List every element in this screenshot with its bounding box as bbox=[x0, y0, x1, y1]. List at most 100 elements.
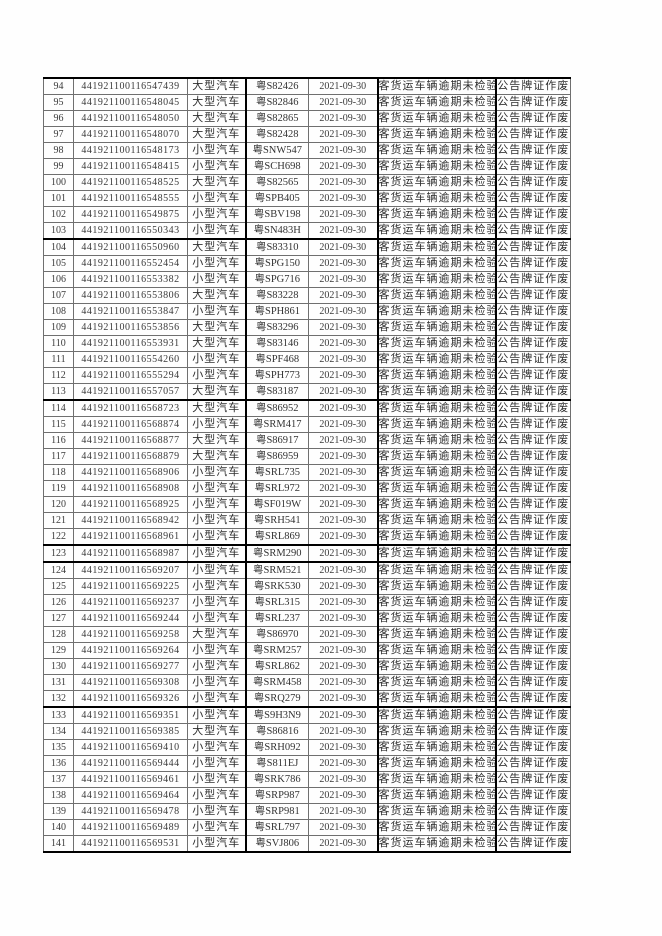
row-number-cell: 98 bbox=[43, 142, 74, 159]
record-id-cell: 441921100116553806 bbox=[73, 287, 188, 304]
violation-status-cell: 客货运车辆逾期未检验 bbox=[377, 723, 497, 740]
violation-status-cell: 客货运车辆逾期未检验 bbox=[377, 626, 497, 643]
table-row: 119 441921100116568908 小型汽车 粤SRL972 2021-09-… bbox=[43, 480, 571, 497]
violation-status-cell: 客货运车辆逾期未检验 bbox=[377, 238, 497, 256]
row-number-cell: 128 bbox=[43, 626, 74, 643]
row-number-cell: 116 bbox=[43, 432, 74, 449]
record-id-cell: 441921100116569264 bbox=[73, 642, 188, 659]
action-status-cell: 公告牌证作废 bbox=[495, 319, 571, 336]
violation-status-cell: 客货运车辆逾期未检验 bbox=[377, 190, 497, 207]
violation-status-cell: 客货运车辆逾期未检验 bbox=[377, 287, 497, 304]
vehicle-type-cell: 小型汽车 bbox=[187, 464, 247, 481]
table-row: 111 441921100116554260 小型汽车 粤SPF468 2021-09-… bbox=[43, 351, 571, 368]
violation-status-cell: 客货运车辆逾期未检验 bbox=[377, 594, 497, 611]
violation-status-cell: 客货运车辆逾期未检验 bbox=[377, 755, 497, 772]
plate-number-cell: 粤S86952 bbox=[245, 399, 309, 417]
violation-status-cell: 客货运车辆逾期未检验 bbox=[377, 610, 497, 627]
plate-number-cell: 粤SRM417 bbox=[245, 416, 309, 433]
record-id-cell: 441921100116568906 bbox=[73, 464, 188, 481]
date-cell: 2021-09-30 bbox=[308, 303, 379, 320]
action-status-cell: 公告牌证作废 bbox=[495, 222, 571, 240]
row-number-cell: 125 bbox=[43, 578, 74, 595]
violation-status-cell: 客货运车辆逾期未检验 bbox=[377, 544, 497, 563]
action-status-cell: 公告牌证作废 bbox=[495, 544, 571, 563]
action-status-cell: 公告牌证作废 bbox=[495, 706, 571, 724]
action-status-cell: 公告牌证作废 bbox=[495, 658, 571, 675]
action-status-cell: 公告牌证作废 bbox=[495, 578, 571, 595]
violation-status-cell: 客货运车辆逾期未检验 bbox=[377, 642, 497, 659]
vehicle-type-cell: 小型汽车 bbox=[187, 642, 247, 659]
plate-number-cell: 粤SPG716 bbox=[245, 271, 309, 288]
record-id-cell: 441921100116553856 bbox=[73, 319, 188, 336]
date-cell: 2021-09-30 bbox=[308, 610, 379, 627]
table-row: 132 441921100116569326 小型汽车 粤SRQ279 2021-09-… bbox=[43, 690, 571, 708]
record-id-cell: 441921100116555294 bbox=[73, 367, 188, 384]
vehicle-type-cell: 小型汽车 bbox=[187, 206, 247, 223]
record-id-cell: 441921100116548415 bbox=[73, 158, 188, 175]
date-cell: 2021-09-30 bbox=[308, 416, 379, 433]
violation-status-cell: 客货运车辆逾期未检验 bbox=[377, 819, 497, 836]
action-status-cell: 公告牌证作废 bbox=[495, 432, 571, 449]
date-cell: 2021-09-30 bbox=[308, 448, 379, 465]
record-id-cell: 441921100116548070 bbox=[73, 126, 188, 143]
plate-number-cell: 粤S86959 bbox=[245, 448, 309, 465]
table-row: 126 441921100116569237 小型汽车 粤SRL315 2021-09-… bbox=[43, 594, 571, 611]
date-cell: 2021-09-30 bbox=[308, 544, 379, 563]
violation-status-cell: 客货运车辆逾期未检验 bbox=[377, 512, 497, 529]
action-status-cell: 公告牌证作废 bbox=[495, 512, 571, 529]
date-cell: 2021-09-30 bbox=[308, 158, 379, 175]
vehicle-type-cell: 小型汽车 bbox=[187, 528, 247, 546]
date-cell: 2021-09-30 bbox=[308, 255, 379, 272]
action-status-cell: 公告牌证作废 bbox=[495, 383, 571, 401]
date-cell: 2021-09-30 bbox=[308, 658, 379, 675]
row-number-cell: 138 bbox=[43, 787, 74, 804]
violation-status-cell: 客货运车辆逾期未检验 bbox=[377, 110, 497, 127]
vehicle-type-cell: 大型汽车 bbox=[187, 77, 247, 95]
row-number-cell: 132 bbox=[43, 690, 74, 708]
row-number-cell: 105 bbox=[43, 255, 74, 272]
plate-number-cell: 粤S83296 bbox=[245, 319, 309, 336]
table-row: 96 441921100116548050 大型汽车 粤S82865 2021-09-3… bbox=[43, 110, 571, 127]
table-row: 106 441921100116553382 小型汽车 粤SPG716 2021-09-… bbox=[43, 271, 571, 288]
vehicle-type-cell: 小型汽车 bbox=[187, 706, 247, 724]
vehicle-type-cell: 小型汽车 bbox=[187, 674, 247, 691]
plate-number-cell: 粤SRL735 bbox=[245, 464, 309, 481]
date-cell: 2021-09-30 bbox=[308, 755, 379, 772]
violation-status-cell: 客货运车辆逾期未检验 bbox=[377, 496, 497, 513]
action-status-cell: 公告牌证作废 bbox=[495, 480, 571, 497]
plate-number-cell: 粤SRK786 bbox=[245, 771, 309, 788]
action-status-cell: 公告牌证作废 bbox=[495, 303, 571, 320]
vehicle-type-cell: 大型汽车 bbox=[187, 626, 247, 643]
row-number-cell: 136 bbox=[43, 755, 74, 772]
date-cell: 2021-09-30 bbox=[308, 432, 379, 449]
record-id-cell: 441921100116569464 bbox=[73, 787, 188, 804]
violation-status-cell: 客货运车辆逾期未检验 bbox=[377, 222, 497, 240]
table-row: 101 441921100116548555 小型汽车 粤SPB405 2021-09-… bbox=[43, 190, 571, 207]
record-id-cell: 441921100116568961 bbox=[73, 528, 188, 546]
table-row: 94 441921100116547439 大型汽车 粤S82426 2021-09-3… bbox=[43, 77, 571, 95]
action-status-cell: 公告牌证作废 bbox=[495, 674, 571, 691]
plate-number-cell: 粤SVJ806 bbox=[245, 835, 309, 853]
date-cell: 2021-09-30 bbox=[308, 787, 379, 804]
plate-number-cell: 粤SPH861 bbox=[245, 303, 309, 320]
violation-status-cell: 客货运车辆逾期未检验 bbox=[377, 174, 497, 191]
violation-status-cell: 客货运车辆逾期未检验 bbox=[377, 303, 497, 320]
vehicle-type-cell: 小型汽车 bbox=[187, 190, 247, 207]
date-cell: 2021-09-30 bbox=[308, 803, 379, 820]
table-row: 134 441921100116569385 大型汽车 粤S86816 2021-09-… bbox=[43, 723, 571, 740]
row-number-cell: 97 bbox=[43, 126, 74, 143]
row-number-cell: 96 bbox=[43, 110, 74, 127]
row-number-cell: 127 bbox=[43, 610, 74, 627]
row-number-cell: 101 bbox=[43, 190, 74, 207]
violation-status-cell: 客货运车辆逾期未检验 bbox=[377, 690, 497, 708]
row-number-cell: 124 bbox=[43, 561, 74, 579]
table-row: 137 441921100116569461 小型汽车 粤SRK786 2021-09-… bbox=[43, 771, 571, 788]
table-row: 100 441921100116548525 大型汽车 粤S82565 2021-09-… bbox=[43, 174, 571, 191]
record-id-cell: 441921100116548173 bbox=[73, 142, 188, 159]
plate-number-cell: 粤S83146 bbox=[245, 335, 309, 352]
table-row: 138 441921100116569464 小型汽车 粤SRP987 2021-09-… bbox=[43, 787, 571, 804]
table-row: 104 441921100116550960 大型汽车 粤S83310 2021-09-… bbox=[43, 238, 571, 256]
record-id-cell: 441921100116568723 bbox=[73, 399, 188, 417]
table-row: 140 441921100116569489 小型汽车 粤SRL797 2021-09-… bbox=[43, 819, 571, 836]
action-status-cell: 公告牌证作废 bbox=[495, 351, 571, 368]
